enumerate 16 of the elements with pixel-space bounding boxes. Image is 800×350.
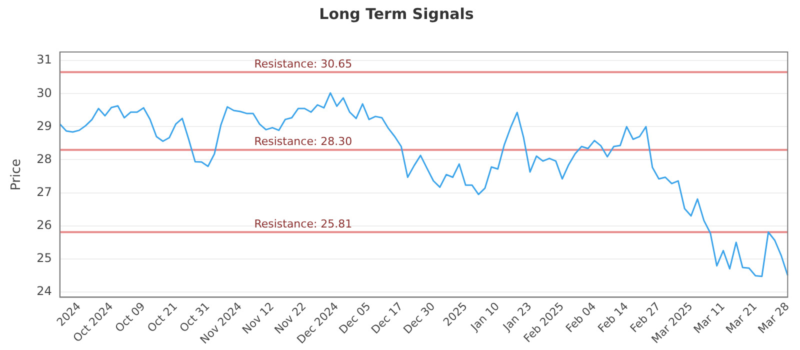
y-tick-label: 24 (36, 284, 52, 298)
ref-line-label: Resistance: 28.30 (254, 135, 352, 148)
y-tick-label: 25 (36, 251, 52, 266)
y-axis-title: Price (9, 158, 24, 190)
y-tick-label: 29 (36, 118, 52, 133)
y-tick-label: 28 (36, 152, 52, 166)
x-tick-label: Dec 30 (400, 300, 438, 336)
y-tick-label: 31 (36, 52, 52, 67)
y-tick-label: 27 (36, 184, 52, 199)
x-tick-label: Jan 10 (468, 300, 502, 334)
chart-title: Long Term Signals (319, 4, 474, 23)
y-tick-label: 30 (36, 86, 52, 100)
y-tick-label: 26 (36, 218, 52, 232)
ref-line-label: Resistance: 30.65 (254, 58, 352, 71)
x-tick-label: Mar 28 (756, 300, 792, 336)
ref-line-label: Resistance: 25.81 (254, 217, 352, 230)
